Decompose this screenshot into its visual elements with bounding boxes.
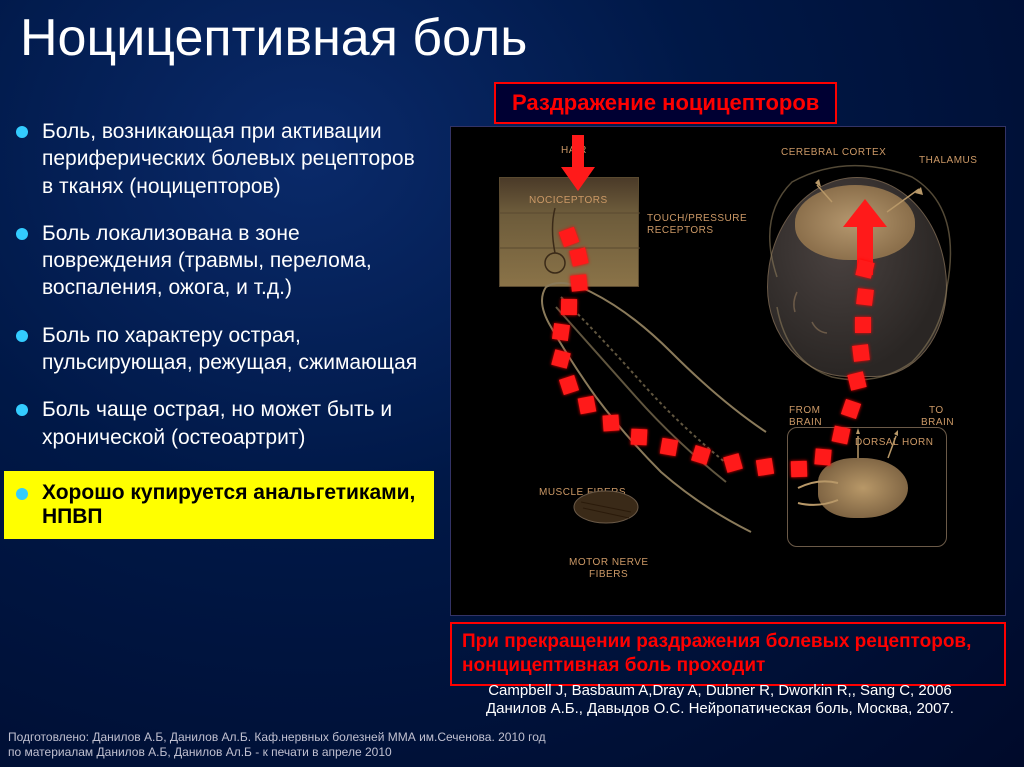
pain-pathway-diagram: HAIR NOCICEPTORS TOUCH/PRESSURE RECEPTOR… xyxy=(450,126,1006,616)
bullet-text: Боль по характеру острая, пульсирующая, … xyxy=(42,322,428,377)
label-fibers: FIBERS xyxy=(589,569,628,580)
bullet-text: Боль локализована в зоне повреждения (тр… xyxy=(42,220,428,302)
bullet-icon xyxy=(16,228,28,240)
citation-line: Campbell J, Basbaum A,Dray A, Dubner R, … xyxy=(420,682,1020,700)
footer-block: Подготовлено: Данилов А.Б, Данилов Ал.Б.… xyxy=(8,730,546,761)
red-arrow-down-icon xyxy=(561,135,595,191)
highlight-box: Хорошо купируется анальгетиками, НПВП xyxy=(4,471,434,539)
footer-line: по материалам Данилов А.Б, Данилов Ал.Б … xyxy=(8,745,546,761)
citation-block: Campbell J, Basbaum A,Dray A, Dubner R, … xyxy=(420,682,1020,718)
arm-illustration xyxy=(541,282,781,562)
bullet-text: Боль чаще острая, но может быть и хронич… xyxy=(42,396,428,451)
left-column: Боль, возникающая при активации перифери… xyxy=(0,118,440,539)
bullet-icon xyxy=(16,330,28,342)
bullet-text: Боль, возникающая при активации перифери… xyxy=(42,118,428,200)
spinal-cord-illustration xyxy=(787,427,947,547)
bullet-icon xyxy=(16,488,28,500)
citation-line: Данилов А.Б., Давыдов О.С. Нейропатическ… xyxy=(420,700,1020,718)
subtitle-box: Раздражение ноцицепторов xyxy=(494,82,837,124)
bullet-icon xyxy=(16,126,28,138)
bottom-note-box: При прекращении раздражения болевых реце… xyxy=(450,622,1006,686)
label-nociceptors: NOCICEPTORS xyxy=(529,195,608,206)
page-title: Ноцицептивная боль xyxy=(0,0,1024,68)
label-receptors: RECEPTORS xyxy=(647,225,714,236)
bullet-item: Боль чаще острая, но может быть и хронич… xyxy=(4,396,440,451)
bullet-icon xyxy=(16,404,28,416)
highlight-text: Хорошо купируется анальгетиками, НПВП xyxy=(42,481,424,529)
footer-line: Подготовлено: Данилов А.Б, Данилов Ал.Б.… xyxy=(8,730,546,746)
bullet-item: Боль локализована в зоне повреждения (тр… xyxy=(4,220,440,302)
label-touch-pressure: TOUCH/PRESSURE xyxy=(647,213,747,224)
right-column: HAIR NOCICEPTORS TOUCH/PRESSURE RECEPTOR… xyxy=(450,126,1010,616)
bullet-item: Боль по характеру острая, пульсирующая, … xyxy=(4,322,440,377)
bullet-item: Боль, возникающая при активации перифери… xyxy=(4,118,440,200)
